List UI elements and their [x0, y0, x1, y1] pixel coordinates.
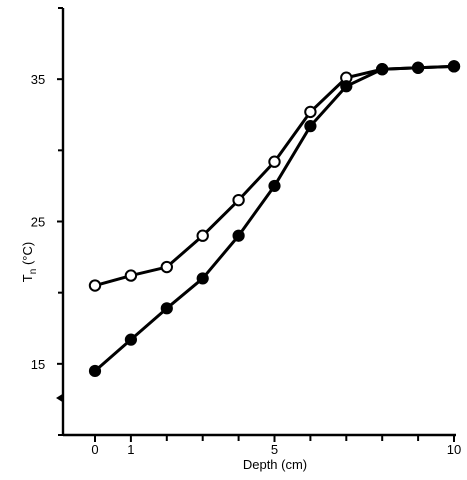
series-2-point — [160, 302, 173, 315]
series-1-point — [124, 269, 138, 282]
series-1-point — [304, 105, 317, 119]
x-tick-label: 10 — [447, 442, 461, 457]
series-1-point — [88, 279, 102, 292]
y-axis-title-unit: (°C) — [20, 242, 35, 269]
series-2-point — [447, 60, 461, 73]
x-axis-title: Depth (cm) — [243, 457, 307, 472]
series-layer — [88, 60, 461, 378]
y-axis-title-main: T — [20, 274, 35, 282]
y-tick-label: 35 — [31, 72, 45, 87]
series-1-point — [268, 155, 281, 168]
series-2-line — [94, 64, 455, 373]
x-tick-label: 0 — [91, 442, 98, 457]
y-axis-title-subscript: n — [28, 269, 39, 275]
series-2-point — [232, 229, 245, 242]
series-2-point — [268, 179, 281, 193]
series-2-point — [124, 333, 137, 346]
series-1-point — [160, 260, 174, 274]
series-2-point — [412, 61, 425, 74]
series-2-point — [304, 120, 317, 133]
series-2-point — [196, 272, 209, 285]
x-tick-label: 5 — [271, 442, 278, 457]
series-2-point — [376, 63, 389, 76]
series-1 — [88, 60, 461, 292]
series-2-point — [88, 364, 102, 378]
y-axis-marker-triangle — [56, 392, 64, 403]
y-tick-label: 15 — [31, 357, 45, 372]
series-1-point — [232, 193, 245, 207]
series-2-point — [340, 80, 353, 93]
x-tick-label: 1 — [127, 442, 134, 457]
y-axis-title: Tn (°C) — [20, 242, 39, 282]
series-2 — [88, 60, 461, 378]
y-tick-label: 25 — [31, 215, 45, 230]
series-1-point — [196, 229, 209, 242]
series-1-line — [94, 64, 455, 287]
